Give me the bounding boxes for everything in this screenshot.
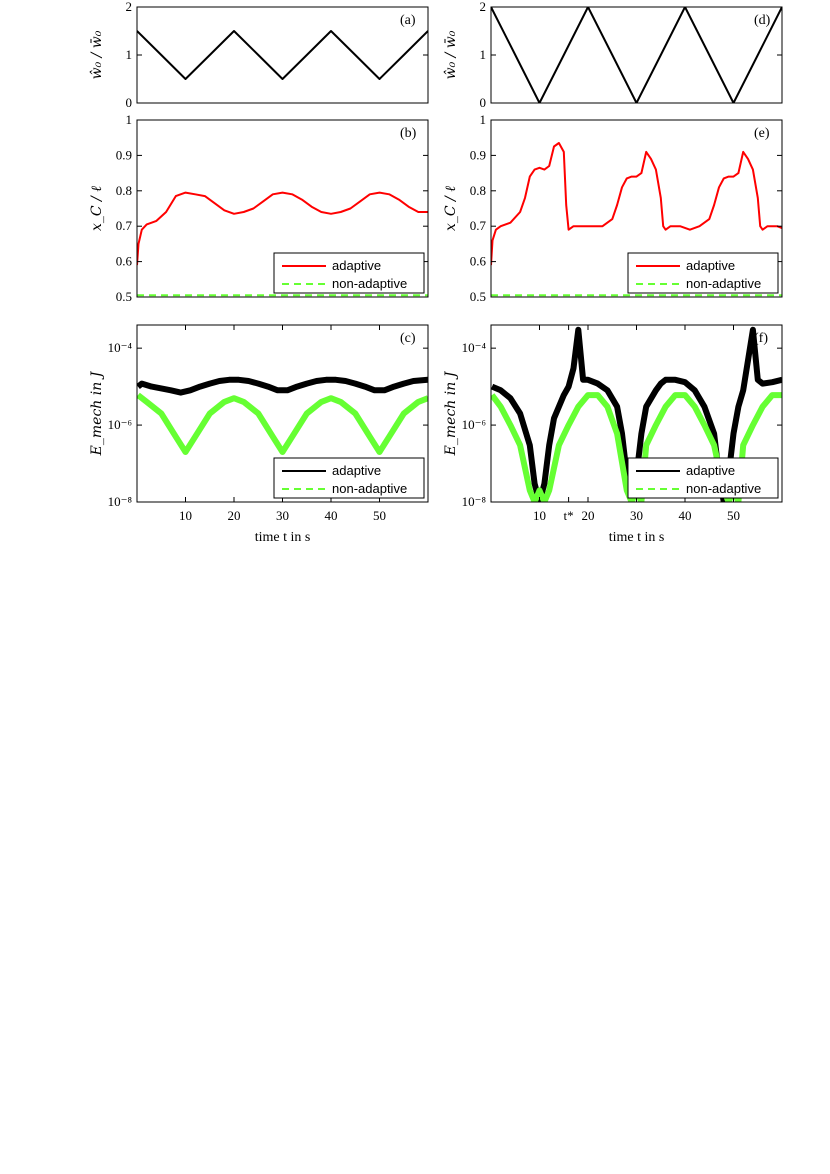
x-tick-label: 10 bbox=[533, 508, 546, 523]
y-tick-label: 0.9 bbox=[470, 147, 486, 162]
x-axis-label: time t in s bbox=[609, 530, 665, 545]
panel-label: (d) bbox=[754, 13, 771, 28]
x-tick-label: 30 bbox=[630, 508, 643, 523]
x-tick-label: 40 bbox=[679, 508, 692, 523]
y-tick-label: 10⁻⁴ bbox=[462, 340, 487, 355]
panel-label: (f) bbox=[754, 331, 768, 346]
legend-box bbox=[627, 252, 779, 294]
panel-a: 0 1 2 (a) ŵ₀ / w̄₀ bbox=[89, 0, 429, 110]
series-line-non-adaptive bbox=[137, 392, 428, 455]
y-axis-label: ŵ₀ / w̄₀ bbox=[89, 30, 105, 79]
y-tick-label: 0.6 bbox=[470, 254, 487, 269]
legend: adaptive non-adaptive bbox=[627, 252, 779, 294]
panel-c: 10⁻⁸ 10⁻⁶ 10⁻⁴ 10 20 30 40 50 (c) E_mech in J time… bbox=[89, 324, 429, 545]
y-tick-label: 10⁻⁶ bbox=[462, 417, 486, 432]
series-line-adaptive bbox=[491, 326, 782, 502]
y-axis-label: x_C / ℓ bbox=[89, 186, 105, 231]
y-tick-label: 10⁻⁶ bbox=[108, 417, 132, 432]
series-line-adaptive bbox=[137, 376, 428, 396]
y-tick-label: 1 bbox=[480, 112, 487, 127]
axes-box bbox=[490, 119, 783, 298]
y-tick-label: 2 bbox=[126, 0, 133, 14]
legend-entry: adaptive bbox=[332, 463, 381, 478]
legend-box bbox=[627, 457, 779, 499]
series-line-adaptive bbox=[137, 191, 428, 266]
axes-box bbox=[490, 6, 783, 104]
x-tick-label: 10 bbox=[179, 508, 192, 523]
x-tick-label: 20 bbox=[582, 508, 595, 523]
legend-entry: adaptive bbox=[686, 463, 735, 478]
panel-e: 0.5 0.6 0.7 0.8 0.9 1 (e) x_C / ℓ adaptive non-ad… bbox=[443, 112, 783, 304]
axes-box bbox=[136, 6, 429, 104]
series-line-main bbox=[137, 30, 428, 80]
x-tick-label: 50 bbox=[727, 508, 740, 523]
legend: adaptive non-adaptive bbox=[273, 252, 425, 294]
y-axis-label: x_C / ℓ bbox=[443, 186, 459, 231]
legend-box bbox=[273, 457, 425, 499]
x-tick-label: 50 bbox=[373, 508, 386, 523]
y-tick-label: 10⁻⁴ bbox=[108, 340, 133, 355]
y-tick-label: 0 bbox=[126, 95, 133, 110]
legend-entry: adaptive bbox=[686, 258, 735, 273]
y-tick-label: 0.9 bbox=[116, 147, 132, 162]
panel-b: 0.5 0.6 0.7 0.8 0.9 1 (b) x_C / ℓ adaptive non-ad… bbox=[89, 112, 429, 304]
y-axis-label: E_mech in J bbox=[443, 370, 459, 456]
y-tick-label: 10⁻⁸ bbox=[108, 494, 133, 509]
legend: adaptive non-adaptive bbox=[273, 457, 425, 499]
legend-entry: non-adaptive bbox=[332, 481, 407, 496]
y-axis-label: ŵ₀ / w̄₀ bbox=[443, 30, 459, 79]
y-tick-label: 0.6 bbox=[116, 254, 133, 269]
x-axis-label: time t in s bbox=[255, 530, 311, 545]
x-tick-label: 40 bbox=[325, 508, 338, 523]
legend: adaptive non-adaptive bbox=[627, 457, 779, 499]
panel-label: (b) bbox=[400, 126, 417, 141]
y-tick-label: 0.8 bbox=[116, 183, 132, 198]
series-line-main bbox=[491, 7, 782, 103]
panel-label: (e) bbox=[754, 126, 770, 141]
y-tick-label: 0.8 bbox=[470, 183, 486, 198]
y-tick-label: 0 bbox=[480, 95, 487, 110]
panel-label: (c) bbox=[400, 331, 416, 346]
legend-entry: non-adaptive bbox=[686, 481, 761, 496]
y-tick-label: 10⁻⁸ bbox=[462, 494, 487, 509]
y-tick-label: 1 bbox=[126, 112, 133, 127]
y-tick-label: 0.5 bbox=[470, 289, 486, 304]
axes-box bbox=[136, 119, 429, 298]
panel-d: 0 1 2 (d) ŵ₀ / w̄₀ bbox=[443, 0, 783, 110]
panel-f: 10⁻⁸ 10⁻⁶ 10⁻⁴ 10 t* 20 30 40 50 (f) E_mech in J ti… bbox=[443, 324, 783, 545]
x-tick-label: 30 bbox=[276, 508, 289, 523]
x-tick-label: t* bbox=[564, 508, 574, 523]
y-tick-label: 1 bbox=[126, 47, 133, 62]
y-axis-label: E_mech in J bbox=[89, 370, 105, 456]
x-tick-label: 20 bbox=[228, 508, 241, 523]
series-line-adaptive bbox=[491, 142, 782, 266]
legend-entry: non-adaptive bbox=[686, 276, 761, 291]
y-tick-label: 0.5 bbox=[116, 289, 132, 304]
y-tick-label: 1 bbox=[480, 47, 487, 62]
legend-entry: adaptive bbox=[332, 258, 381, 273]
legend-entry: non-adaptive bbox=[332, 276, 407, 291]
panel-label: (a) bbox=[400, 13, 416, 28]
y-tick-label: 2 bbox=[480, 0, 487, 14]
legend-box bbox=[273, 252, 425, 294]
y-tick-label: 0.7 bbox=[116, 218, 133, 233]
y-tick-label: 0.7 bbox=[470, 218, 487, 233]
